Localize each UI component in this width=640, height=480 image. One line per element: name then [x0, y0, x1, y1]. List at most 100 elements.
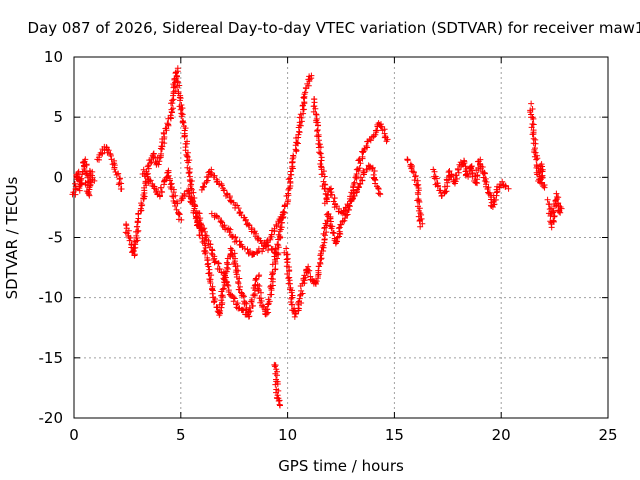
data-point	[168, 185, 175, 192]
data-point	[316, 141, 323, 148]
data-point	[215, 260, 222, 267]
data-point	[218, 269, 225, 276]
data-point	[431, 168, 438, 175]
data-point	[248, 296, 255, 303]
data-point	[291, 313, 298, 320]
data-point	[331, 195, 338, 202]
data-point	[173, 73, 180, 80]
data-point	[550, 217, 557, 224]
data-point	[164, 120, 171, 127]
data-point	[77, 177, 84, 184]
data-point	[474, 172, 481, 179]
series-arc-9	[271, 361, 283, 409]
series-arc-14	[430, 156, 512, 210]
data-point	[235, 280, 242, 287]
data-point	[181, 192, 188, 199]
series-arc-11	[281, 162, 384, 320]
data-point	[530, 115, 537, 122]
data-point	[304, 269, 311, 276]
data-point	[228, 198, 235, 205]
data-point	[201, 248, 208, 255]
data-point	[464, 172, 471, 179]
data-point	[169, 97, 176, 104]
data-point	[191, 205, 198, 212]
data-point	[133, 238, 140, 245]
data-point	[293, 139, 300, 146]
data-point	[434, 183, 441, 190]
series-arc-12	[310, 96, 391, 217]
data-point	[317, 256, 324, 263]
data-point	[251, 228, 258, 235]
data-point	[289, 301, 296, 308]
data-point	[127, 234, 134, 241]
data-point	[323, 222, 330, 229]
data-point	[328, 191, 335, 198]
data-point	[218, 182, 225, 189]
data-point	[551, 213, 558, 220]
data-point	[233, 304, 240, 311]
data-point	[111, 166, 118, 173]
data-point	[446, 167, 453, 174]
data-point	[223, 259, 230, 266]
data-point	[202, 249, 209, 256]
data-point	[242, 311, 249, 318]
data-point	[222, 274, 229, 281]
data-point	[264, 237, 271, 244]
data-point	[286, 175, 293, 182]
data-point	[270, 276, 276, 283]
data-point	[235, 205, 242, 212]
data-point	[174, 84, 181, 91]
data-point	[370, 133, 377, 140]
axis-ticks: 0 5 10 15 20 25 -20 -15 -10 -5 0 5 10	[39, 48, 618, 444]
data-point	[124, 230, 131, 237]
data-point	[208, 170, 215, 177]
data-point	[240, 307, 247, 314]
data-point	[331, 230, 338, 237]
data-point	[265, 247, 272, 254]
data-point	[259, 248, 266, 255]
data-point	[135, 227, 142, 234]
data-point	[284, 271, 291, 278]
data-point	[198, 222, 205, 229]
data-point	[219, 299, 226, 306]
data-point	[359, 153, 366, 160]
data-point	[231, 250, 238, 257]
data-point	[356, 165, 363, 172]
data-point	[179, 118, 186, 125]
data-point	[333, 238, 340, 245]
data-point	[540, 183, 547, 190]
data-point	[273, 249, 280, 256]
data-point	[184, 153, 191, 160]
data-point	[198, 186, 205, 193]
y-tick-label: 0	[53, 168, 63, 186]
data-point	[531, 149, 538, 156]
data-point	[499, 178, 506, 185]
data-point	[130, 247, 137, 254]
y-tick-label: -10	[39, 289, 64, 307]
data-point	[329, 229, 336, 236]
data-point	[220, 187, 227, 194]
data-point	[202, 250, 209, 257]
data-point	[159, 189, 166, 196]
data-point	[211, 259, 218, 266]
data-point	[417, 223, 424, 230]
data-point	[481, 169, 488, 176]
data-point	[347, 193, 354, 200]
data-point	[544, 196, 551, 203]
data-point	[231, 259, 238, 266]
data-point	[226, 229, 233, 236]
data-point	[411, 177, 418, 184]
data-point	[225, 282, 232, 289]
data-point	[538, 168, 545, 175]
data-point	[410, 168, 417, 175]
data-point	[215, 260, 222, 267]
data-point	[408, 165, 415, 172]
data-point	[78, 175, 85, 182]
data-point	[153, 187, 160, 194]
data-point	[115, 170, 122, 177]
data-point	[554, 196, 561, 203]
data-point	[272, 245, 279, 252]
data-point	[132, 241, 139, 248]
data-point	[80, 160, 87, 167]
data-point	[134, 223, 141, 230]
